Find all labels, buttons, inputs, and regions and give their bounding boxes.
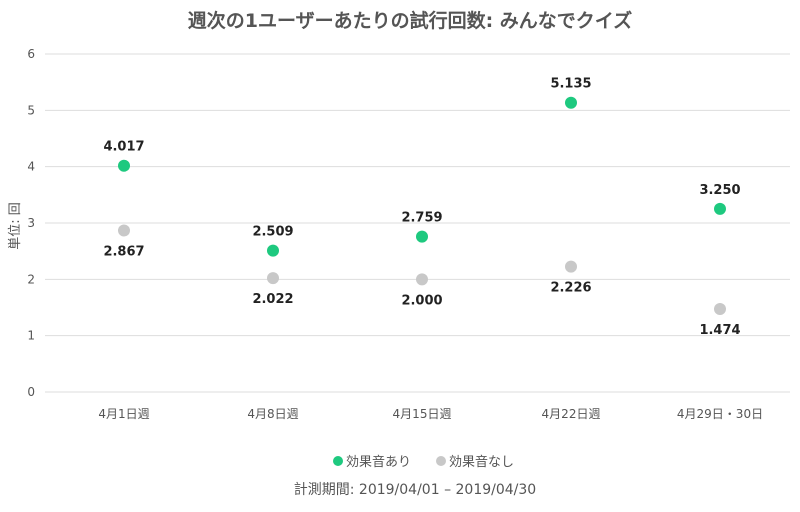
- y-tick-label: 5: [27, 103, 35, 117]
- data-label: 2.000: [401, 293, 442, 308]
- data-label: 2.867: [103, 244, 144, 259]
- legend-item[interactable]: 効果音あり: [333, 454, 411, 470]
- x-tick-label: 4月1日週: [98, 407, 149, 421]
- legend[interactable]: 効果音あり 効果音なし: [333, 454, 514, 470]
- data-point[interactable]: [565, 96, 577, 109]
- data-point[interactable]: [714, 202, 726, 215]
- data-label: 2.759: [401, 211, 442, 226]
- data-label: 5.135: [550, 77, 591, 92]
- y-tick-label: 2: [27, 272, 35, 286]
- data-points: [118, 96, 726, 315]
- x-tick-label: 4月22日週: [542, 407, 601, 421]
- data-point[interactable]: [416, 273, 428, 286]
- x-tick-label: 4月15日週: [393, 407, 452, 421]
- chart-title: 週次の1ユーザーあたりの試行回数: みんなでクイズ: [188, 9, 633, 32]
- legend-marker: [436, 456, 446, 466]
- legend-label: 効果音あり: [346, 454, 411, 470]
- data-point[interactable]: [714, 302, 726, 315]
- data-point[interactable]: [118, 224, 130, 237]
- y-tick-label: 1: [27, 329, 35, 343]
- legend-label: 効果音なし: [449, 454, 514, 470]
- data-label: 4.017: [103, 140, 144, 155]
- data-point[interactable]: [267, 272, 279, 285]
- y-axis-ticks: 0 1 2 3 4 5 6: [27, 47, 35, 399]
- data-point[interactable]: [416, 230, 428, 243]
- measurement-period: 計測期間: 2019/04/01 – 2019/04/30: [294, 482, 536, 498]
- x-axis-ticks: 4月1日週 4月8日週 4月15日週 4月22日週 4月29日・30日: [98, 407, 763, 421]
- x-tick-label: 4月8日週: [247, 407, 298, 421]
- y-tick-label: 3: [27, 216, 35, 230]
- data-point[interactable]: [565, 260, 577, 273]
- data-label: 2.022: [252, 292, 293, 307]
- data-label: 2.226: [550, 281, 591, 296]
- data-label: 3.250: [699, 183, 740, 198]
- y-tick-label: 0: [27, 385, 35, 399]
- data-point[interactable]: [118, 159, 130, 172]
- legend-marker: [333, 456, 343, 466]
- data-point[interactable]: [267, 244, 279, 257]
- y-tick-label: 6: [27, 47, 35, 61]
- x-tick-label: 4月29日・30日: [677, 407, 763, 421]
- data-label: 1.474: [699, 323, 740, 338]
- y-tick-label: 4: [27, 160, 35, 174]
- data-label: 2.509: [252, 225, 293, 240]
- y-axis-label: 単位: 回: [7, 202, 23, 250]
- legend-item[interactable]: 効果音なし: [436, 454, 514, 470]
- data-labels: 4.017 2.509 2.759 5.135 3.250 2.867 2.022 2.000…: [103, 77, 740, 338]
